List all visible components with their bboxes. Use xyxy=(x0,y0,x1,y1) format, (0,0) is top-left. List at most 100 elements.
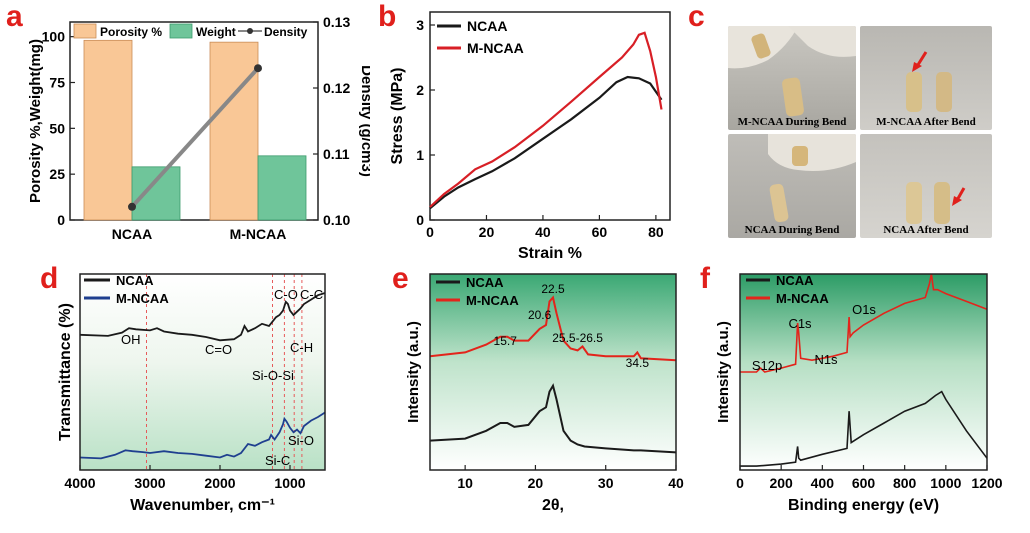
y-tick-label: 3 xyxy=(416,17,424,33)
photo-mncaa-after-bend: M-NCAA After Bend xyxy=(860,26,992,130)
photo-mncaa-during-bend: M-NCAA During Bend xyxy=(728,26,856,130)
x-tick-label: 4000 xyxy=(64,475,95,491)
legend-swatch-porosity xyxy=(73,23,97,39)
series-line-ncaa xyxy=(79,292,326,342)
x-tick-label: 600 xyxy=(852,475,876,491)
y-tick-label: 1 xyxy=(416,147,424,163)
panel-label-c: c xyxy=(688,0,705,33)
photo-caption: NCAA After Bend xyxy=(883,224,969,236)
legend-label: Density xyxy=(264,25,308,39)
plot-frame xyxy=(429,11,671,221)
x-tick-label: 0 xyxy=(426,224,434,240)
peak-annotation: C-C xyxy=(300,287,323,302)
peak-annotation: Si-C xyxy=(265,453,290,468)
x-tick-label: 20 xyxy=(528,475,544,491)
y-tick-label: 50 xyxy=(49,120,65,136)
y2-tick-label: 0.12 xyxy=(323,80,350,96)
peak-label: S12p xyxy=(752,358,782,373)
legend-label: NCAA xyxy=(776,273,814,288)
y-axis-label: Intensity (a.u.) xyxy=(715,321,732,423)
peak-annotation: C-O xyxy=(274,287,298,302)
y2-tick-label: 0.13 xyxy=(323,14,350,30)
y-tick-label: 0 xyxy=(57,212,65,228)
x-tick-label: 1000 xyxy=(274,475,305,491)
panel-label-b: b xyxy=(378,0,397,33)
peak-label: 20.6 xyxy=(528,308,552,322)
y-tick-label: 100 xyxy=(42,29,66,45)
y-axis-label: Transmittance (%) xyxy=(57,303,74,441)
peak-label: 34.5 xyxy=(626,356,650,370)
bar-weight xyxy=(131,166,181,221)
x-tick-label: 1200 xyxy=(971,475,1002,491)
legend-label: Weight xyxy=(196,25,236,39)
x-axis-label: Strain % xyxy=(518,245,582,262)
panel-label-e: e xyxy=(392,262,409,295)
peak-label: 25.5-26.5 xyxy=(552,331,603,345)
chart-a: 0 25 50 75 100 0.10 0.11 0.12 0.13 NCAA M-NCAA Poro… xyxy=(27,14,370,242)
y-axis-label: Porosity %,Weight(mg) xyxy=(27,39,44,203)
series-line-m-ncaa xyxy=(740,273,988,373)
series-line-mncaa xyxy=(79,411,326,460)
x-tick-label: 80 xyxy=(648,224,664,240)
y2-axis-label: Density (g/cm3) xyxy=(358,65,370,177)
peak-label: C1s xyxy=(788,316,812,331)
y-axis-label: Stress (MPa) xyxy=(389,68,406,165)
chart-f: 0 200 400 600 800 1000 1200 NCAA M-NCAA S12p C1s N1… xyxy=(715,273,1003,514)
legend-label: M-NCAA xyxy=(467,40,524,56)
panel-label-f: f xyxy=(700,262,710,295)
x-axis-label: 2θ, xyxy=(542,497,564,514)
y-axis-label: Intensity (a.u.) xyxy=(405,321,422,423)
x-tick-label: 200 xyxy=(769,475,793,491)
peak-annotation: Si-O-Si xyxy=(252,368,294,383)
y-tick-label: 75 xyxy=(49,75,65,91)
peak-label: 15.7 xyxy=(494,334,518,348)
x-tick-label: 40 xyxy=(668,475,684,491)
plot-frame xyxy=(69,21,319,221)
peak-label: O1s xyxy=(852,302,876,317)
plot-frame xyxy=(79,273,326,471)
x-axis-label: Wavenumber, cm⁻¹ xyxy=(130,497,275,514)
density-point xyxy=(128,202,136,211)
y2-tick-label: 0.11 xyxy=(323,146,350,162)
x-tick-label: 2000 xyxy=(204,475,235,491)
legend-label: M-NCAA xyxy=(466,293,519,308)
peak-annotation: C-H xyxy=(290,340,313,355)
x-tick-label: 0 xyxy=(736,475,744,491)
x-tick-label: 40 xyxy=(535,224,551,240)
legend-label: NCAA xyxy=(466,275,504,290)
peak-label: N1s xyxy=(814,352,838,367)
chart-e: 10 20 30 40 NCAA M-NCAA 15.7 20.6 22.5 25.5-26.5 3… xyxy=(405,273,684,514)
chart-d: 4000 3000 2000 1000 NCAA M-NCAA OH C=O C-O C-C C-H… xyxy=(57,273,326,514)
legend-label: NCAA xyxy=(467,18,507,34)
photo-ncaa-during-bend: NCAA During Bend xyxy=(728,134,856,238)
x-tick-label: 20 xyxy=(479,224,495,240)
peak-annotation: Si-O xyxy=(288,433,314,448)
series-line-m-ncaa xyxy=(429,31,663,208)
bar-porosity xyxy=(209,41,259,221)
y2-tick-label: 0.10 xyxy=(323,212,350,228)
panel-label-a: a xyxy=(6,0,23,33)
legend-label: Porosity % xyxy=(100,25,162,39)
x-axis-label: Binding energy (eV) xyxy=(788,497,939,514)
series-line-ncaa xyxy=(429,383,677,454)
panel-label-d: d xyxy=(40,262,59,295)
peak-annotation: C=O xyxy=(205,342,232,357)
bar-porosity xyxy=(83,39,133,221)
series-line-ncaa xyxy=(740,390,988,467)
peak-label: 22.5 xyxy=(541,282,565,296)
series-line-m-ncaa xyxy=(429,295,677,362)
peak-annotation: OH xyxy=(121,332,141,347)
chart-b: 0 20 40 60 80 0 1 2 3 NCAA M-NCAA Strain % Stress (M… xyxy=(389,11,671,262)
legend-marker-density xyxy=(247,28,253,34)
density-point xyxy=(254,64,262,73)
x-tick-label: 3000 xyxy=(134,475,165,491)
legend-label: NCAA xyxy=(116,273,154,288)
legend-swatch-weight xyxy=(169,23,193,39)
photo-caption: NCAA During Bend xyxy=(744,224,840,236)
density-line xyxy=(130,66,260,209)
x-tick-label: 800 xyxy=(893,475,917,491)
bar-weight xyxy=(257,155,307,221)
x-tick-label: 1000 xyxy=(930,475,961,491)
y-tick-label: 25 xyxy=(49,166,65,182)
photo-caption: M-NCAA After Bend xyxy=(876,116,976,128)
